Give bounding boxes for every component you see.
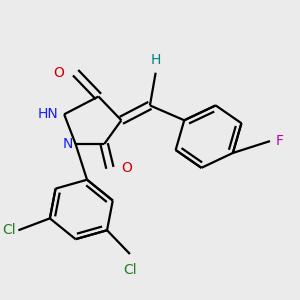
Text: H: H	[151, 53, 161, 67]
Text: HN: HN	[38, 107, 58, 121]
Text: Cl: Cl	[2, 223, 16, 237]
Text: Cl: Cl	[123, 263, 137, 277]
Text: N: N	[62, 137, 73, 151]
Text: O: O	[121, 161, 132, 175]
Text: O: O	[53, 66, 64, 80]
Text: F: F	[276, 134, 284, 148]
